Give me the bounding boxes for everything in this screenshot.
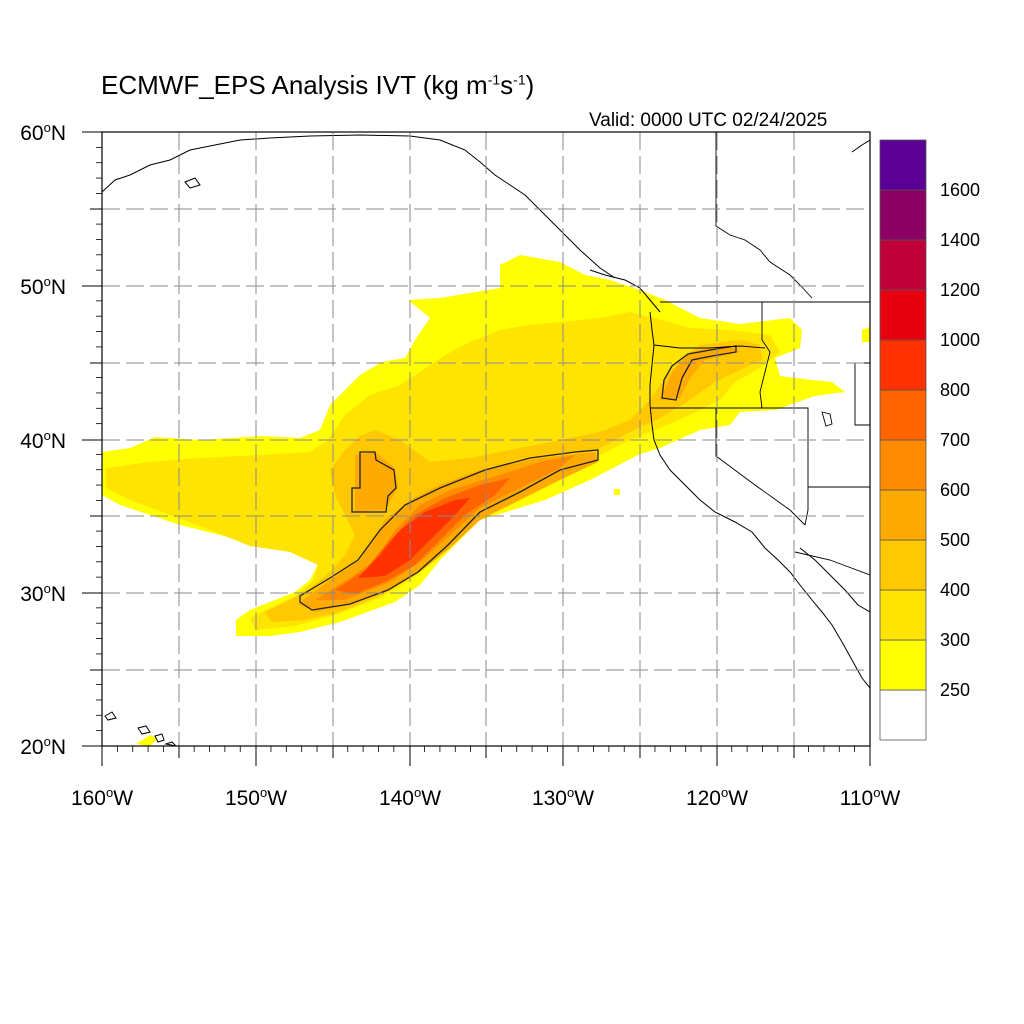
lat-label-30: 30oN [20,581,66,606]
valid-time: Valid: 0000 UTC 02/24/2025 [589,110,828,131]
colorbar-label-1000: 1000 [940,330,980,350]
lon-labels: 160oW 150oW 140oW 130oW 120oW 110oW [71,785,901,810]
coast-west [649,311,870,689]
minor-ticks [96,146,856,752]
border-ak-bc [715,132,813,299]
ivt-250-region-hawaii [136,735,158,746]
colorbar-label-250: 250 [940,680,970,700]
colorbar-box-3 [879,539,927,591]
colorbar-labels: 250 300 400 500 600 700 800 1000 1200 1400 1600 [940,180,980,700]
ivt-contours [299,345,737,611]
lon-label-120: 120oW [686,785,748,810]
great-salt-lake [821,411,833,427]
colorbar [879,139,927,741]
colorbar-box-9 [879,239,927,291]
border-mexico [794,551,870,576]
ivt-250-region-east [862,326,870,342]
border-mt [854,362,870,426]
border-id [759,302,870,488]
lon-label-130: 130oW [532,785,594,810]
coast-bc [589,269,661,313]
colorbar-label-1600: 1600 [940,180,980,200]
lat-label-60: 60oN [20,120,66,145]
baja-inner [799,547,870,613]
island-hawaii [104,711,177,746]
colorbar-box-2 [879,589,927,641]
colorbar-label-1400: 1400 [940,230,980,250]
lat-label-20: 20oN [20,734,66,759]
colorbar-box-5 [879,439,927,491]
colorbar-box-8 [879,289,927,341]
colorbar-box-6 [879,389,927,441]
border-wa-or [653,344,766,349]
lat-label-50: 50oN [20,274,66,299]
axis-ticks [82,131,871,766]
lat-label-40: 40oN [20,428,66,453]
colorbar-label-500: 500 [940,530,970,550]
gridlines [102,132,870,746]
map-title: ECMWF_EPS Analysis IVT (kg m-1s-1) [101,70,535,100]
coast-ne [851,139,870,153]
ivt-800-region [358,498,470,578]
colorbar-label-700: 700 [940,430,970,450]
colorbar-label-800: 800 [940,380,970,400]
colorbar-label-600: 600 [940,480,970,500]
border-nv-az [804,487,809,526]
island-1 [184,177,201,189]
ivt-250-speck [614,489,620,495]
lon-label-150: 150oW [225,785,287,810]
colorbar-box-4 [879,489,927,541]
colorbar-box-10 [879,189,927,241]
contour-main [299,449,599,611]
colorbar-label-400: 400 [940,580,970,600]
lon-label-110: 110oW [840,785,901,810]
contour-north [351,451,397,513]
colorbar-box-1 [879,639,927,691]
lon-label-160: 160oW [71,785,133,810]
ivt-shading [102,255,870,746]
lon-label-140: 140oW [379,785,441,810]
lat-labels: 60oN 50oN 40oN 30oN 20oN [20,120,66,759]
colorbar-label-300: 300 [940,630,970,650]
colorbar-box-7 [879,339,927,391]
contour-coast [661,345,737,401]
colorbar-box-11 [879,139,927,191]
border-ca-nv [715,408,806,526]
colorbar-label-1200: 1200 [940,280,980,300]
colorbar-box-0 [879,689,927,741]
